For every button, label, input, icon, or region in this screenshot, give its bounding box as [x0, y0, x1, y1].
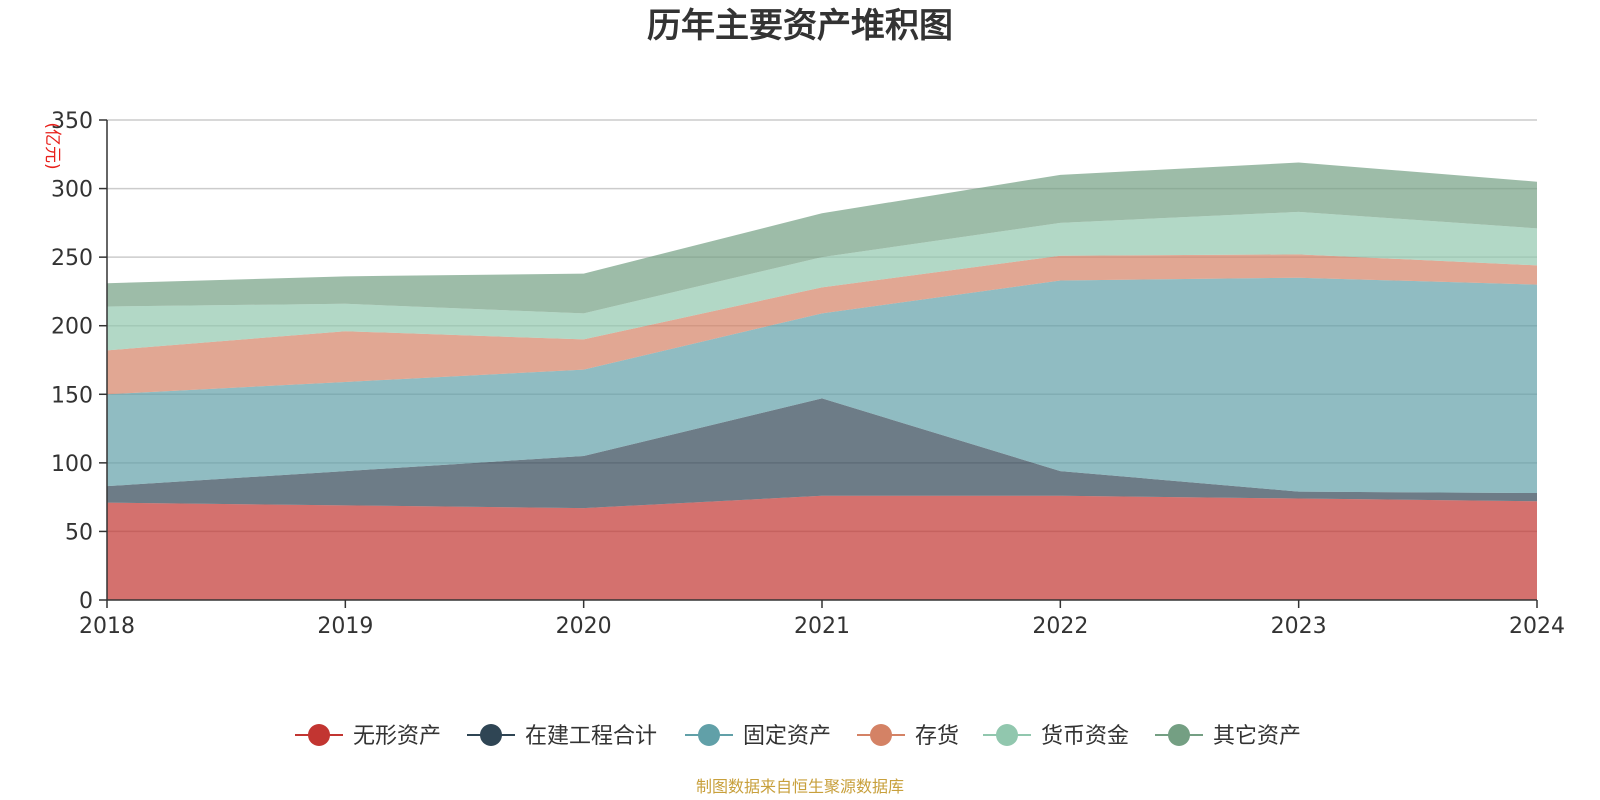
x-tick-label: 2022 — [1032, 614, 1088, 639]
legend-marker-icon — [1168, 724, 1190, 746]
legend: 无形资产 在建工程合计 固定资产 存货 货币资金 其它资产 — [295, 724, 1301, 749]
x-tick-label: 2023 — [1271, 614, 1327, 639]
legend-item-2[interactable]: 固定资产 — [685, 724, 831, 749]
y-tick-label: 200 — [51, 315, 93, 340]
y-tick-label: 300 — [51, 178, 93, 203]
area-series-1[interactable] — [107, 398, 1537, 509]
legend-label: 无形资产 — [353, 724, 441, 749]
legend-label: 存货 — [915, 724, 959, 749]
data-source-note: 制图数据来自恒生聚源数据库 — [696, 777, 904, 796]
y-axis-unit: (亿元) — [42, 122, 62, 169]
x-tick-label: 2024 — [1509, 614, 1565, 639]
y-tick-label: 350 — [51, 109, 93, 134]
legend-marker-icon — [996, 724, 1018, 746]
axes: 0 50 100 150 200 250 300 350 2018 2019 2020 2021 202… — [51, 109, 1565, 639]
legend-label: 在建工程合计 — [525, 724, 657, 749]
legend-label: 货币资金 — [1041, 724, 1129, 749]
legend-label: 固定资产 — [743, 724, 831, 749]
area-series — [107, 162, 1537, 600]
area-series-0[interactable] — [107, 495, 1537, 600]
area-series-2[interactable] — [107, 277, 1537, 494]
legend-item-3[interactable]: 存货 — [857, 724, 959, 749]
legend-marker-icon — [308, 724, 330, 746]
legend-marker-icon — [870, 724, 892, 746]
y-tick-label: 150 — [51, 383, 93, 408]
legend-item-5[interactable]: 其它资产 — [1155, 724, 1301, 749]
x-tick-label: 2020 — [556, 614, 612, 639]
legend-item-0[interactable]: 无形资产 — [295, 724, 441, 749]
x-tick-label: 2021 — [794, 614, 850, 639]
y-tick-label: 250 — [51, 246, 93, 271]
area-series-3[interactable] — [107, 254, 1537, 395]
area-series-4[interactable] — [107, 211, 1537, 351]
y-tick-label: 100 — [51, 452, 93, 477]
x-tick-label: 2018 — [79, 614, 135, 639]
chart-title: 历年主要资产堆积图 — [647, 6, 953, 46]
legend-marker-icon — [698, 724, 720, 746]
legend-item-4[interactable]: 货币资金 — [983, 724, 1129, 749]
legend-marker-icon — [480, 724, 502, 746]
legend-label: 其它资产 — [1213, 724, 1301, 749]
x-tick-label: 2019 — [317, 614, 373, 639]
y-tick-label: 0 — [79, 589, 93, 614]
y-tick-label: 50 — [65, 520, 93, 545]
legend-item-1[interactable]: 在建工程合计 — [467, 724, 657, 749]
area-series-5[interactable] — [107, 162, 1537, 314]
